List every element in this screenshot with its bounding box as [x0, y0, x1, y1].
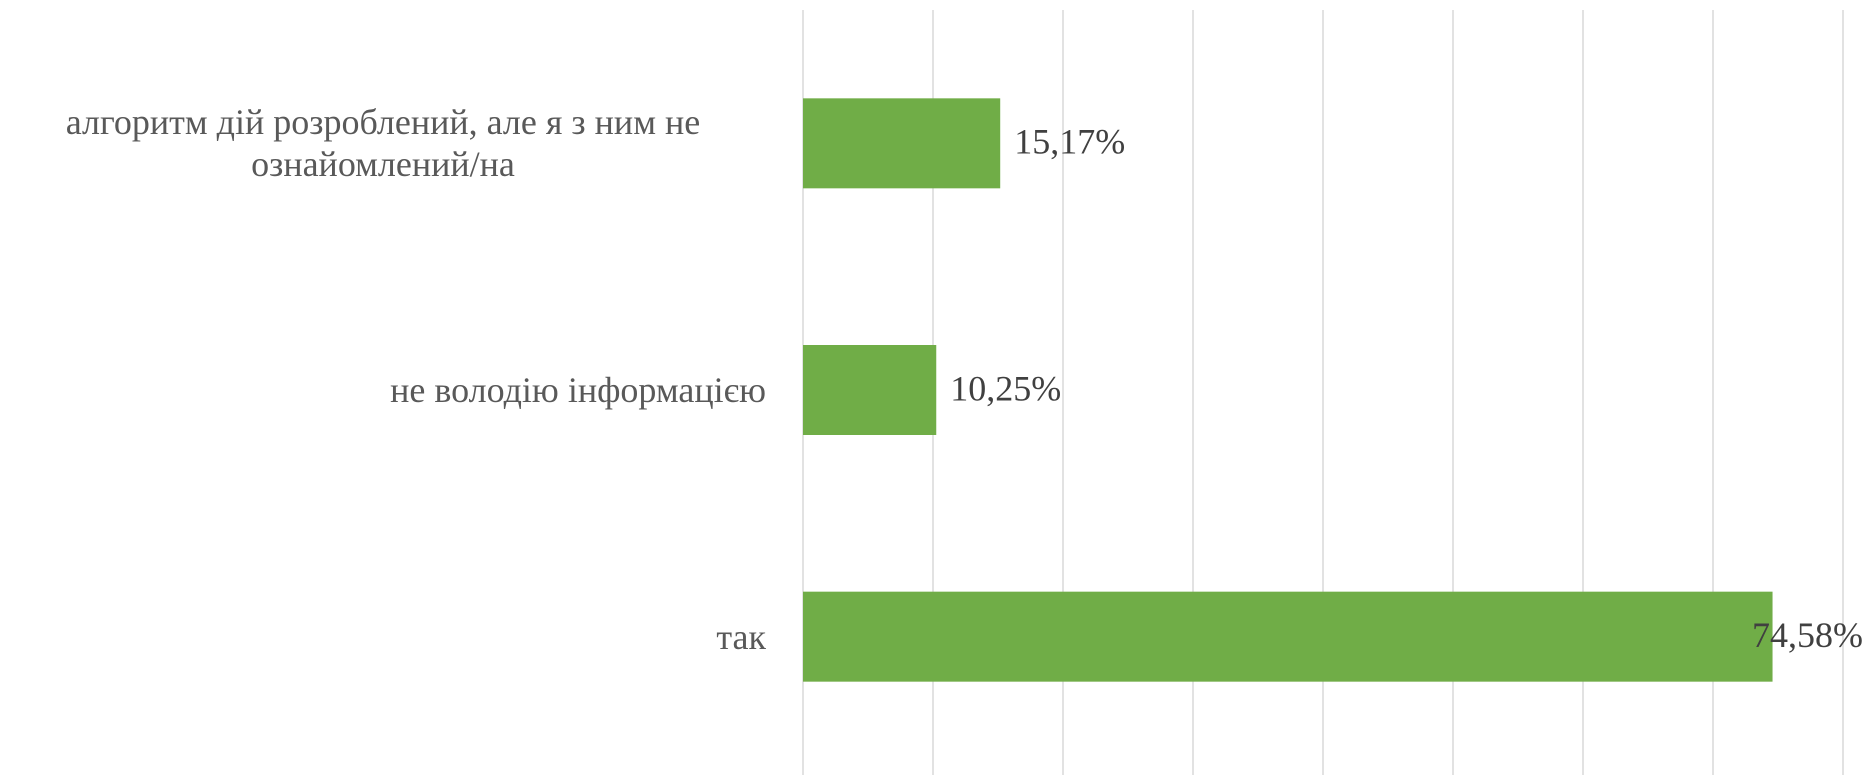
category-label: так [716, 616, 766, 657]
category-label: не володію інформацією [390, 369, 766, 410]
category-label-box: алгоритм дій розроблений, але я з ним не… [0, 83, 766, 203]
category-label-box: не володію інформацією [0, 330, 766, 450]
bar [803, 345, 937, 435]
value-label: 15,17% [1014, 122, 1125, 162]
value-label: 10,25% [950, 368, 1061, 408]
category-label: алгоритм дій розроблений, але я з ним не… [65, 102, 701, 185]
value-label: 74,58% [1752, 615, 1863, 655]
bar [803, 591, 1773, 682]
category-label-box: так [0, 577, 766, 697]
bar [803, 98, 1001, 189]
